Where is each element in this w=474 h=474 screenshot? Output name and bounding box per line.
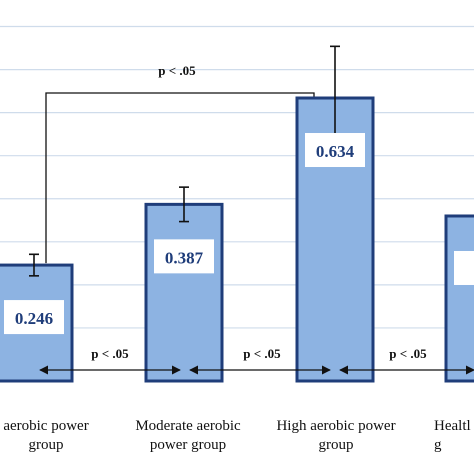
category-labels: aerobic power group Moderate aerobic power … bbox=[3, 418, 470, 453]
category-label-line: High aerobic power bbox=[276, 418, 395, 434]
category-label: aerobic power group bbox=[3, 418, 88, 453]
category-label-line: Moderate aerobic bbox=[135, 418, 241, 434]
bar bbox=[144, 202, 224, 383]
category-label-line: aerobic power bbox=[3, 418, 88, 434]
category-label: Moderate aerobic power group bbox=[135, 418, 241, 453]
category-label: High aerobic power group bbox=[276, 418, 395, 453]
gridlines bbox=[0, 25, 474, 329]
category-label: Healtl g bbox=[434, 418, 471, 453]
value-label-box bbox=[4, 300, 64, 335]
p-value-label: p < .05 bbox=[91, 346, 129, 361]
category-label-line: g bbox=[434, 437, 442, 453]
error-bar bbox=[29, 253, 39, 277]
value-label-box bbox=[454, 250, 474, 285]
category-label-line: group bbox=[29, 437, 64, 453]
value-label-box bbox=[154, 239, 214, 274]
category-label-line: power group bbox=[150, 437, 226, 453]
error-bar bbox=[179, 186, 189, 223]
p-value-label: p < .05 bbox=[158, 63, 196, 78]
value-label-box bbox=[305, 133, 365, 168]
significance-arrows: p < .05 p < .05 p < .05 bbox=[39, 346, 474, 375]
value-label: 0.246 bbox=[15, 309, 53, 328]
p-value-label: p < .05 bbox=[243, 346, 281, 361]
bar bbox=[444, 214, 474, 383]
category-label-line: group bbox=[319, 437, 354, 453]
value-label: 0.387 bbox=[165, 248, 204, 267]
p-value-label: p < .05 bbox=[389, 346, 427, 361]
value-label: 0.634 bbox=[316, 142, 355, 161]
category-label-line: Healtl bbox=[434, 418, 471, 434]
